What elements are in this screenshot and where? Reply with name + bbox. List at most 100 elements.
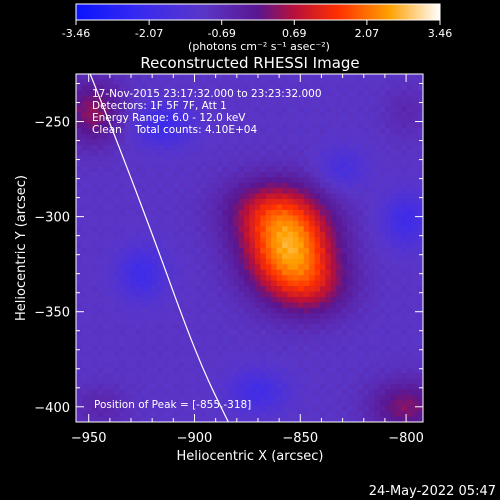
heatmap-cell (151, 101, 158, 108)
heatmap-cell (271, 345, 278, 352)
heatmap-cell (412, 389, 419, 396)
heatmap-cell (162, 275, 169, 282)
heatmap-cell (238, 182, 245, 189)
heatmap-cell (287, 383, 294, 390)
heatmap-cell (81, 318, 88, 325)
heatmap-cell (298, 90, 305, 97)
heatmap-cell (124, 367, 131, 374)
heatmap-cell (86, 340, 93, 347)
heatmap-cell (385, 373, 391, 379)
heatmap-cell (119, 351, 126, 358)
heatmap-cell (401, 161, 408, 167)
heatmap-cell (249, 74, 256, 80)
heatmap-cell (282, 280, 288, 287)
heatmap-cell (222, 389, 229, 396)
heatmap-cell (184, 286, 191, 292)
heatmap-cell (135, 264, 142, 271)
heatmap-cell (162, 367, 169, 374)
heatmap-cell (124, 345, 131, 352)
heatmap-cell (271, 275, 278, 282)
heatmap-cell (254, 90, 261, 97)
heatmap-cell (119, 193, 126, 200)
heatmap-cell (119, 226, 126, 233)
heatmap-cell (254, 122, 261, 129)
heatmap-cell (97, 215, 104, 222)
heatmap-cell (303, 335, 310, 341)
heatmap-cell (179, 345, 185, 352)
heatmap-cell (119, 362, 126, 369)
heatmap-cell (92, 286, 99, 292)
heatmap-cell (76, 302, 82, 309)
heatmap-cell (330, 215, 337, 222)
heatmap-cell (314, 362, 321, 369)
heatmap-cell (81, 389, 88, 396)
heatmap-cell (309, 171, 316, 178)
heatmap-cell (406, 106, 413, 113)
heatmap-cell (303, 280, 310, 287)
heatmap-cell (173, 122, 180, 129)
heatmap-cell (244, 335, 250, 341)
heatmap-cell (233, 307, 240, 314)
heatmap-cell (292, 269, 299, 276)
heatmap-cell (238, 389, 245, 396)
heatmap-cell (92, 117, 99, 124)
heatmap-cell (368, 226, 375, 233)
heatmap-cell (287, 204, 294, 211)
heatmap-cell (309, 139, 316, 146)
heatmap-cell (298, 112, 305, 118)
heatmap-cell (406, 150, 413, 157)
heatmap-cell (249, 231, 256, 238)
heatmap-cell (368, 79, 375, 86)
heatmap-cell (282, 335, 288, 341)
heatmap-cell (336, 101, 343, 108)
heatmap-cell (341, 139, 348, 146)
heatmap-cell (86, 373, 93, 379)
heatmap-cell (363, 79, 370, 86)
heatmap-cell (141, 144, 147, 151)
heatmap-cell (292, 302, 299, 309)
heatmap-cell (222, 112, 229, 118)
heatmap-cell (260, 264, 267, 271)
heatmap-cell (151, 171, 158, 178)
heatmap-cell (276, 275, 283, 282)
heatmap-cell (276, 296, 283, 303)
heatmap-cell (141, 351, 147, 358)
heatmap-cell (412, 242, 419, 249)
heatmap-cell (319, 394, 326, 401)
heatmap-cell (179, 258, 185, 265)
heatmap-cell (309, 122, 316, 129)
heatmap-cell (390, 79, 397, 86)
heatmap-cell (179, 394, 185, 401)
heatmap-cell (86, 302, 93, 309)
heatmap-cell (195, 362, 202, 369)
heatmap-cell (76, 335, 82, 341)
heatmap-cell (81, 90, 88, 97)
heatmap-cell (227, 329, 234, 336)
heatmap-cell (379, 95, 386, 102)
heatmap-cell (330, 101, 337, 108)
heatmap-cell (173, 161, 180, 167)
heatmap-cell (238, 335, 245, 341)
heatmap-cell (292, 182, 299, 189)
heatmap-cell (363, 335, 370, 341)
heatmap-cell (374, 378, 381, 385)
heatmap-cell (130, 400, 137, 407)
heatmap-cell (374, 133, 381, 140)
heatmap-cell (319, 367, 326, 374)
heatmap-cell (195, 106, 202, 113)
heatmap-cell (179, 177, 185, 184)
heatmap-cell (347, 291, 354, 298)
heatmap-cell (97, 258, 104, 265)
heatmap-cell (357, 307, 364, 314)
heatmap-cell (363, 215, 370, 222)
heatmap-cell (195, 324, 202, 331)
heatmap-cell (124, 356, 131, 363)
heatmap-cell (347, 166, 354, 173)
heatmap-cell (292, 400, 299, 407)
heatmap-cell (254, 345, 261, 352)
heatmap-cell (135, 307, 142, 314)
heatmap-cell (347, 161, 354, 167)
heatmap-cell (146, 226, 153, 233)
heatmap-cell (113, 215, 120, 222)
heatmap-cell (103, 264, 110, 271)
